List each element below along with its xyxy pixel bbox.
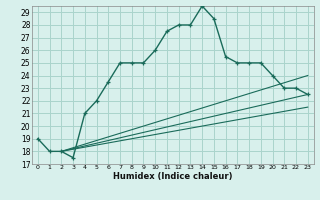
X-axis label: Humidex (Indice chaleur): Humidex (Indice chaleur) bbox=[113, 172, 233, 181]
